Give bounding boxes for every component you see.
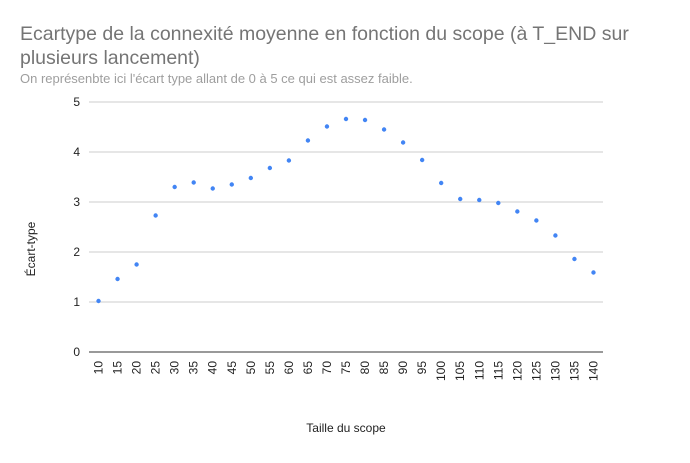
x-tick-label: 80 — [358, 361, 372, 375]
x-tick-label: 135 — [567, 361, 581, 381]
data-point — [534, 218, 539, 223]
data-point — [134, 262, 139, 267]
x-tick-label: 30 — [168, 361, 182, 375]
x-tick-label: 55 — [263, 361, 277, 375]
x-tick-label: 45 — [225, 361, 239, 375]
data-points — [96, 116, 596, 304]
x-tick-label: 85 — [377, 361, 391, 375]
chart-title: Ecartype de la connexité moyenne en fonc… — [20, 23, 629, 69]
data-point — [515, 209, 520, 214]
y-tick-label: 4 — [73, 145, 80, 159]
x-tick-label: 10 — [92, 361, 106, 375]
data-point — [400, 140, 406, 145]
y-axis-title: Écart-type — [23, 221, 38, 276]
gridlines — [89, 101, 603, 303]
data-point — [96, 298, 101, 304]
x-axis-ticks: 10 15 20 25 30 35 40 45 50 55 60 65 70 75 80 85 90 95 100 1… — [92, 361, 601, 381]
x-tick-label: 50 — [244, 361, 258, 375]
y-tick-label: 5 — [73, 95, 80, 109]
x-tick-label: 140 — [586, 361, 600, 381]
y-tick-label: 0 — [73, 345, 80, 359]
data-point — [458, 196, 463, 202]
data-point — [153, 213, 158, 218]
x-tick-label: 125 — [529, 361, 543, 381]
x-tick-label: 75 — [339, 361, 353, 375]
y-tick-label: 2 — [73, 245, 80, 259]
x-tick-label: 15 — [111, 361, 125, 375]
data-point — [172, 184, 177, 190]
chart-subtitle: On représenbte ici l'écart type allant d… — [20, 71, 413, 86]
y-tick-label: 1 — [73, 295, 80, 309]
x-tick-label: 65 — [301, 361, 315, 375]
data-point — [553, 233, 558, 238]
data-point — [248, 175, 254, 181]
data-point — [229, 182, 234, 187]
x-tick-label: 130 — [548, 361, 562, 381]
data-point — [496, 200, 501, 206]
data-point — [362, 117, 368, 123]
x-tick-label: 90 — [396, 361, 410, 375]
x-tick-label: 105 — [453, 361, 467, 381]
data-point — [191, 180, 196, 185]
x-tick-label: 100 — [434, 361, 448, 381]
data-point — [343, 116, 349, 122]
x-tick-label: 20 — [130, 361, 144, 375]
data-point — [267, 165, 273, 171]
y-tick-label: 3 — [73, 195, 80, 209]
data-point — [438, 180, 444, 186]
x-tick-label: 40 — [206, 361, 220, 375]
x-tick-label: 110 — [472, 361, 486, 380]
data-point — [591, 270, 596, 275]
data-point — [210, 186, 215, 191]
x-tick-label: 95 — [415, 361, 429, 375]
x-tick-label: 60 — [282, 361, 296, 375]
x-tick-label: 70 — [320, 361, 334, 375]
data-point — [572, 256, 577, 262]
data-point — [381, 127, 387, 132]
data-point — [115, 276, 120, 282]
data-point — [286, 158, 292, 163]
x-tick-label: 35 — [187, 361, 201, 375]
x-tick-label: 25 — [149, 361, 163, 375]
data-point — [419, 157, 425, 163]
data-point — [305, 138, 311, 143]
data-point — [477, 197, 482, 203]
data-point — [324, 124, 330, 129]
x-axis-title: Taille du scope — [306, 421, 386, 435]
y-axis-ticks: 0 1 2 3 4 5 — [73, 95, 80, 359]
x-tick-label: 120 — [510, 361, 524, 381]
x-tick-label: 115 — [491, 361, 505, 380]
